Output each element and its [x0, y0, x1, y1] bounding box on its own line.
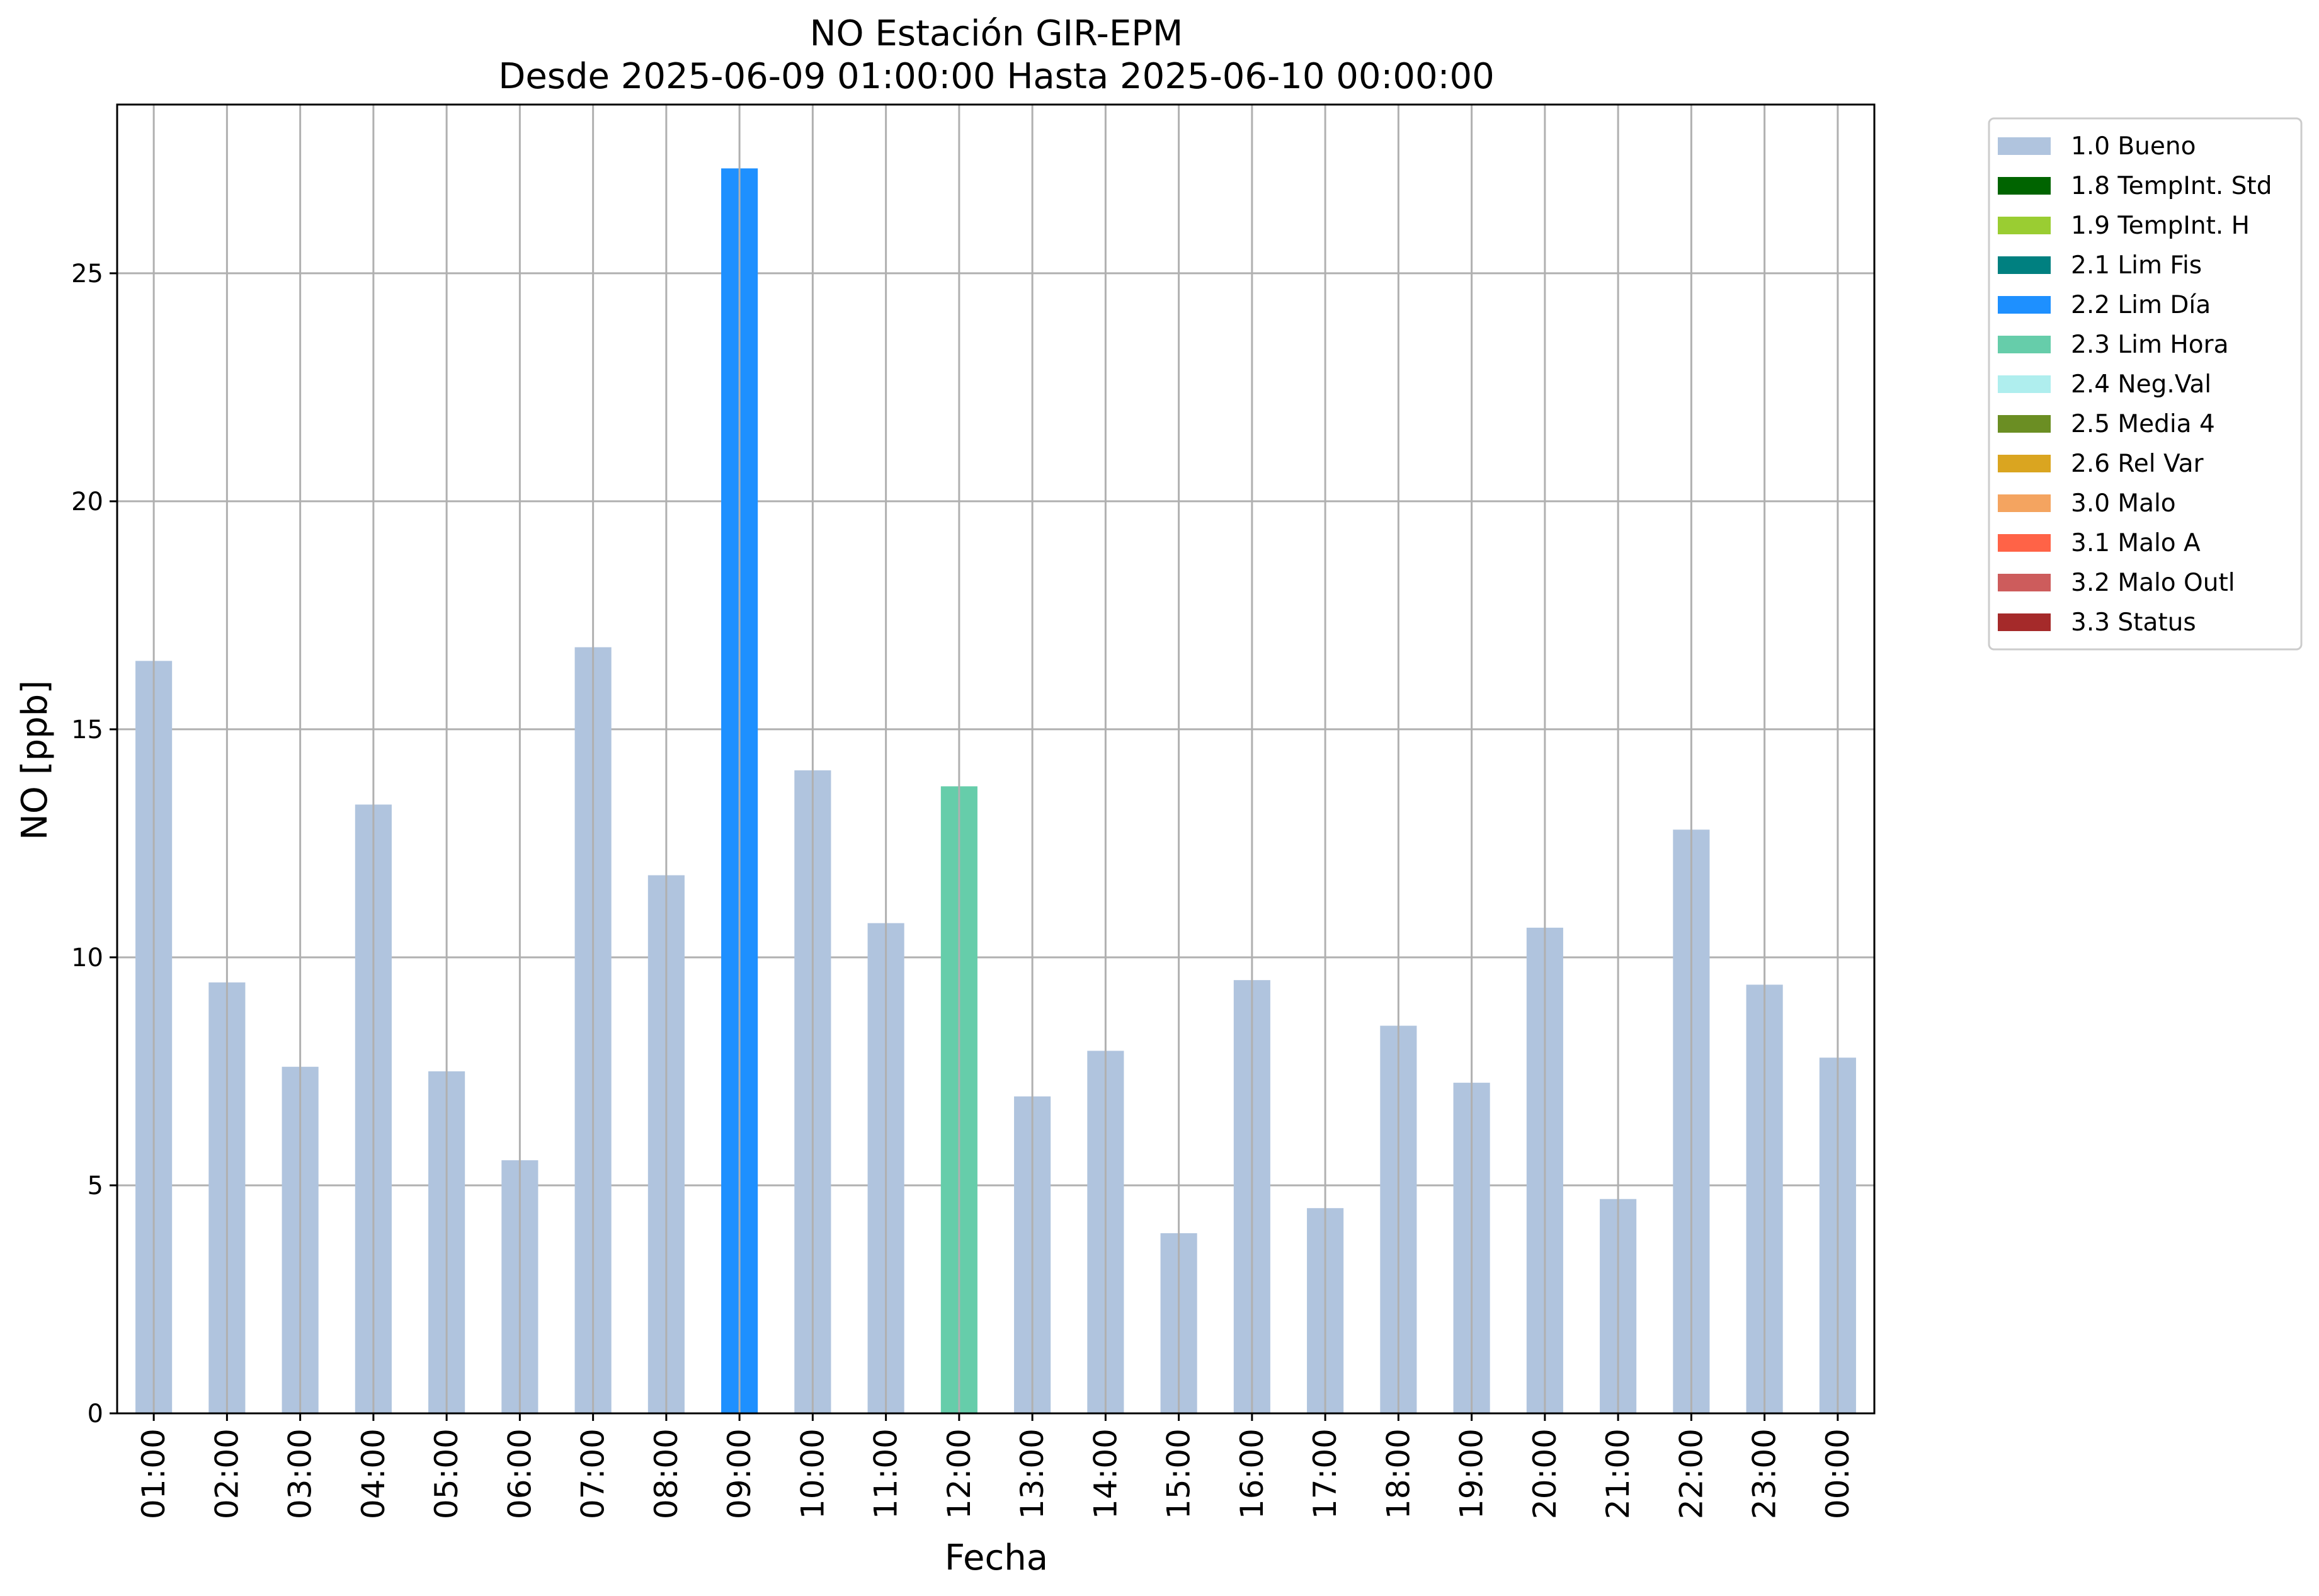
y-tick-label: 10: [71, 943, 103, 972]
x-tick-label: 11:00: [868, 1428, 904, 1519]
legend-label: 3.1 Malo A: [2071, 529, 2201, 557]
legend-frame: [1988, 117, 2303, 651]
x-tick-label: 01:00: [135, 1428, 172, 1519]
legend-label: 3.2 Malo Outl: [2071, 569, 2235, 597]
legend-label: 2.2 Lim Día: [2071, 291, 2211, 319]
x-tick-label: 20:00: [1527, 1428, 1563, 1519]
x-tick-label: 14:00: [1087, 1428, 1124, 1519]
legend-label: 3.0 Malo: [2071, 489, 2176, 518]
x-tick-label: 05:00: [428, 1428, 465, 1519]
legend-swatch: [1998, 455, 2051, 472]
x-tick-label: 04:00: [355, 1428, 392, 1519]
y-tick-label: 5: [88, 1171, 103, 1200]
legend-label: 1.9 TempInt. H: [2071, 212, 2250, 240]
y-tick-label: 0: [88, 1399, 103, 1428]
x-tick-label: 12:00: [941, 1428, 977, 1519]
bars: [135, 105, 1856, 1413]
x-tick-label: 17:00: [1307, 1428, 1343, 1519]
legend-swatch: [1998, 336, 2051, 353]
legend-swatch: [1998, 296, 2051, 314]
x-tick-label: 09:00: [721, 1428, 758, 1519]
x-tick-label: 16:00: [1234, 1428, 1270, 1519]
legend-swatch: [1998, 137, 2051, 155]
legend-swatch: [1998, 574, 2051, 591]
legend-swatch: [1998, 217, 2051, 234]
legend-label: 1.0 Bueno: [2071, 132, 2196, 161]
legend-label: 2.4 Neg.Val: [2071, 370, 2211, 399]
legend: 1.0 Bueno 1.8 TempInt. Std 1.9 TempInt. H 2…: [1988, 117, 2303, 651]
x-tick-label: 21:00: [1600, 1428, 1636, 1519]
legend-label: 2.3 Lim Hora: [2071, 331, 2229, 359]
x-axis: 01:00 02:00 03:00 04:00 05:00 06:00 07:00 08:00…: [135, 1413, 1856, 1519]
legend-label: 2.6 Rel Var: [2071, 450, 2204, 478]
plot-area: [116, 103, 1876, 1415]
legend-swatch: [1998, 375, 2051, 393]
legend-swatch: [1998, 494, 2051, 512]
x-tick-label: 07:00: [575, 1428, 612, 1519]
legend-swatch: [1998, 256, 2051, 274]
x-axis-label: Fecha: [945, 1537, 1048, 1578]
x-tick-label: 00:00: [1820, 1428, 1856, 1519]
x-tick-label: 19:00: [1454, 1428, 1490, 1519]
x-tick-label: 10:00: [794, 1428, 831, 1519]
x-tick-label: 22:00: [1673, 1428, 1709, 1519]
x-tick-label: 18:00: [1380, 1428, 1416, 1519]
y-tick-label: 20: [71, 487, 103, 516]
chart-title: NO Estación GIR-EPM: [810, 13, 1183, 54]
y-tick-label: 15: [71, 715, 103, 744]
legend-label: 3.3 Status: [2071, 608, 2196, 637]
grid: [117, 272, 1874, 1187]
x-tick-label: 02:00: [208, 1428, 245, 1519]
x-tick-label: 15:00: [1161, 1428, 1197, 1519]
x-tick-label: 08:00: [648, 1428, 685, 1519]
legend-swatch: [1998, 415, 2051, 433]
x-tick-label: 13:00: [1014, 1428, 1051, 1519]
legend-swatch: [1998, 177, 2051, 195]
legend-swatch: [1998, 613, 2051, 631]
x-tick-label: 03:00: [282, 1428, 319, 1519]
legend-swatch: [1998, 534, 2051, 552]
legend-label: 2.1 Lim Fis: [2071, 251, 2202, 280]
y-axis-label: NO [ppb]: [14, 680, 55, 840]
legend-label: 1.8 TempInt. Std: [2071, 172, 2272, 200]
y-tick-label: 25: [71, 259, 103, 288]
y-axis: 0 5 10 15 20 25: [71, 259, 117, 1428]
x-tick-label: 06:00: [501, 1428, 538, 1519]
legend-label: 2.5 Media 4: [2071, 410, 2215, 438]
chart-subtitle: Desde 2025-06-09 01:00:00 Hasta 2025-06-…: [498, 56, 1495, 97]
x-tick-label: 23:00: [1746, 1428, 1783, 1519]
